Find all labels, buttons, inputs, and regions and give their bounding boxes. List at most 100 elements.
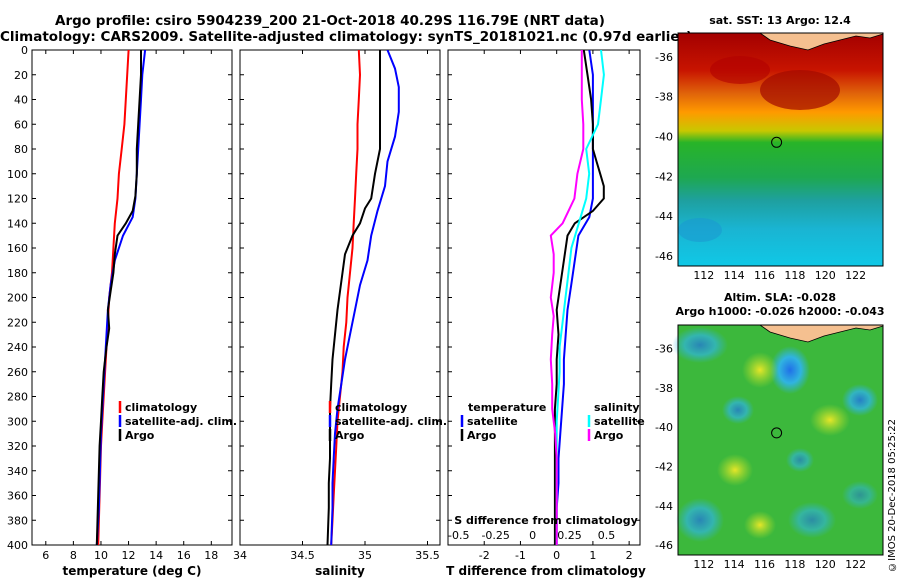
sla-map-frame [677, 324, 884, 556]
map-lat-label: -44 [655, 500, 673, 513]
map-lon-label: 114 [724, 269, 745, 282]
y-tick-label: 380 [7, 514, 28, 527]
sst-cool-patch [678, 218, 722, 242]
x-tick-label: 35 [358, 549, 372, 562]
sla-argo-marker [771, 427, 783, 439]
sst-argo-marker [771, 136, 783, 148]
x-tick-label-top: -0.25 [481, 529, 509, 542]
sst-map-title: sat. SST: 13 Argo: 12.4 [709, 14, 851, 27]
sst-warm-patch [760, 70, 840, 110]
map-lat-label: -46 [655, 539, 673, 552]
sla-eddy [722, 396, 754, 424]
y-tick-label: 360 [7, 490, 28, 503]
legend-label-t-argo: Argo [467, 429, 497, 442]
imos-credit: ©IMOS 20-Dec-2018 05:25:22 [887, 419, 898, 572]
y-tick-label: 400 [7, 539, 28, 552]
sst-map [677, 32, 884, 267]
x-tick-label: 18 [204, 549, 218, 562]
y-tick-label: 80 [14, 143, 28, 156]
y-tick-label: 320 [7, 440, 28, 453]
x-tick-label: -1 [515, 549, 526, 562]
map-lat-label: -38 [655, 91, 673, 104]
sla-high [717, 454, 753, 486]
map-lon-label: 116 [754, 269, 775, 282]
difference-panel-frame [447, 49, 641, 546]
y-tick-label: 300 [7, 415, 28, 428]
y-tick-label: 140 [7, 217, 28, 230]
series-line-s-argo [549, 50, 585, 545]
map-lon-label: 122 [845, 269, 866, 282]
x-tick-label: 35.5 [415, 549, 440, 562]
difference-legend: temperature salinity satellite Argo sate… [460, 401, 645, 442]
x-tick-label: 0 [553, 549, 560, 562]
y-tick-label: 20 [14, 69, 28, 82]
temperature-panel-frame [31, 49, 233, 546]
legend-label-argo: Argo [125, 429, 155, 442]
x-tick-label: 2 [626, 549, 633, 562]
legend-header-temperature: temperature [468, 401, 546, 414]
y-tick-label: 160 [7, 242, 28, 255]
sla-eddy [770, 346, 810, 394]
legend-label-t-satellite: satellite [467, 415, 518, 428]
y-tick-label: 120 [7, 193, 28, 206]
series-line-argo [95, 50, 142, 545]
map-lon-label: 120 [815, 269, 836, 282]
legend-label-satellite-adj: satellite-adj. clim. [125, 415, 237, 428]
y-tick-label: 220 [7, 316, 28, 329]
sla-high [742, 352, 778, 388]
y-tick-label: 340 [7, 465, 28, 478]
map-lat-label: -42 [655, 170, 673, 183]
sla-high [810, 404, 850, 436]
y-tick-label: 260 [7, 366, 28, 379]
map-lon-label: 112 [693, 558, 714, 571]
map-lat-label: -36 [655, 51, 673, 64]
y-tick-label: 40 [14, 94, 28, 107]
map-lat-label: -40 [655, 131, 673, 144]
salinity-xlabel: salinity [315, 564, 365, 578]
map-lon-label: 118 [784, 558, 805, 571]
map-lon-label: 122 [845, 558, 866, 571]
sst-warm-patch [710, 56, 770, 84]
x-tick-label: 16 [177, 549, 191, 562]
sst-map-frame [677, 32, 884, 267]
legend-label-satellite-adj: satellite-adj. clim. [335, 415, 447, 428]
y-tick-label: 280 [7, 391, 28, 404]
map-lon-label: 120 [815, 558, 836, 571]
x-tick-label: 14 [149, 549, 163, 562]
x-tick-label-top: 0.5 [598, 529, 616, 542]
series-line-climatology [330, 50, 362, 545]
title-line-1: Argo profile: csiro 5904239_200 21-Oct-2… [55, 13, 605, 29]
sla-high [744, 511, 776, 539]
legend-label-argo: Argo [335, 429, 365, 442]
sla-eddy [676, 498, 724, 542]
series-line-satellite-adj-clim- [330, 50, 400, 545]
x-tick-label-top: 0 [529, 529, 536, 542]
sla-map-title-2: Argo h1000: -0.026 h2000: -0.043 [675, 305, 885, 318]
map-lat-label: -42 [655, 461, 673, 474]
series-line-argo [326, 50, 381, 545]
y-tick-label: 200 [7, 292, 28, 305]
sla-eddy [786, 448, 814, 472]
x-tick-label: 8 [70, 549, 77, 562]
temperature-xlabel: temperature (deg C) [63, 564, 202, 578]
sla-eddy [788, 502, 836, 538]
map-lat-label: -44 [655, 210, 673, 223]
legend-label-climatology: climatology [125, 401, 197, 414]
x-tick-label: 6 [42, 549, 49, 562]
y-tick-label: 100 [7, 168, 28, 181]
x-tick-label: 12 [122, 549, 136, 562]
map-lon-label: 118 [784, 269, 805, 282]
map-lon-label: 112 [693, 269, 714, 282]
x-tick-label: 10 [94, 549, 108, 562]
x-tick-label-top: -0.5 [448, 529, 469, 542]
sla-map-title-1: Altim. SLA: -0.028 [723, 291, 837, 304]
x-tick-label: 34 [233, 549, 247, 562]
x-tick-label: 34.5 [290, 549, 315, 562]
salinity-legend: climatology satellite-adj. clim. Argo [328, 401, 447, 442]
x-tick-label-top: 0.25 [557, 529, 582, 542]
x-tick-label: -2 [479, 549, 490, 562]
sla-eddy [842, 384, 878, 416]
legend-label-s-argo: Argo [594, 429, 624, 442]
sla-eddy [842, 481, 878, 509]
